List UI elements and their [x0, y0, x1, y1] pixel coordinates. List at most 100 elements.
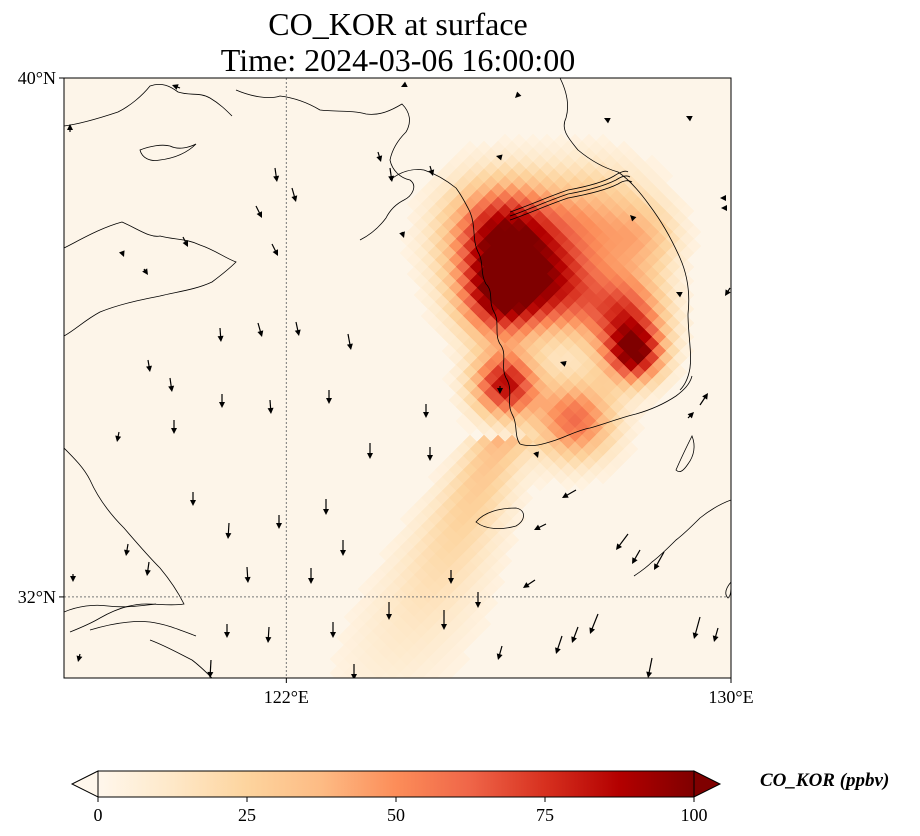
wind-arrow — [294, 321, 301, 336]
border-nk-1 — [509, 170, 629, 213]
wind-arrow — [720, 195, 726, 201]
co-cell — [358, 680, 372, 694]
lon-tick-label: 122°E — [264, 687, 309, 707]
wind-arrow — [351, 664, 357, 678]
colorbar-gradient — [98, 771, 694, 797]
wind-arrow — [428, 165, 435, 176]
colorbar-tick-label: 75 — [536, 805, 554, 825]
wind-arrow — [144, 561, 151, 576]
wind-arrow — [182, 236, 188, 247]
co-concentration-field — [329, 133, 702, 694]
wind-arrow — [376, 151, 383, 162]
colorbar-tick-label: 100 — [681, 805, 708, 825]
co-cell — [399, 665, 415, 678]
wind-arrow — [441, 610, 447, 630]
wind-arrow — [646, 657, 653, 678]
co-cell — [357, 665, 373, 678]
coast-south-korea — [519, 375, 693, 447]
coast-tsushima — [675, 435, 695, 472]
coast-yangtze-2 — [89, 621, 197, 637]
wind-arrow — [323, 499, 329, 515]
colorbar: 0 25 50 75 100 — [70, 770, 722, 825]
coast-hangzhou — [149, 639, 213, 678]
co-cell — [385, 665, 401, 678]
map-panel — [64, 78, 731, 694]
wind-arrow — [616, 533, 629, 550]
wind-arrow — [448, 570, 454, 584]
colorbar-tick-label: 50 — [387, 805, 405, 825]
coast-china-north — [64, 221, 237, 337]
wind-arrow — [217, 327, 224, 342]
wind-arrow — [699, 393, 708, 406]
wind-arrow — [604, 118, 611, 124]
wind-arrow — [399, 231, 405, 238]
gridlines — [64, 78, 731, 678]
map-timestamp: Time: 2024-03-06 16:00:00 — [220, 42, 576, 78]
wind-arrow — [171, 420, 177, 434]
map-axes: 40°N 32°N 122°E 130°E — [18, 68, 754, 707]
co-cell — [595, 469, 611, 485]
colorbar-extend-min — [70, 770, 99, 798]
wind-arrow — [67, 124, 73, 132]
coastlines — [64, 78, 731, 678]
wind-arrow — [725, 287, 731, 296]
lat-tick-label: 40°N — [18, 68, 56, 88]
co-cell — [400, 680, 414, 694]
wind-arrow — [330, 622, 336, 638]
coast-yangtze-1 — [64, 603, 157, 613]
co-cell — [372, 680, 386, 694]
co-cell — [532, 476, 548, 492]
coast-jeju — [475, 507, 524, 530]
wind-arrow — [562, 489, 577, 498]
lon-tick-label: 130°E — [708, 687, 753, 707]
colorbar-tick-label: 0 — [94, 805, 103, 825]
wind-arrow — [244, 566, 251, 583]
coast-liaodong — [64, 84, 233, 127]
colorbar-tick-label: 25 — [238, 805, 256, 825]
co-cell — [344, 680, 358, 694]
wind-arrow — [475, 592, 481, 608]
wind-arrow — [172, 84, 181, 90]
co-cell — [413, 665, 429, 678]
map-frame — [63, 77, 732, 679]
wind-arrow — [308, 568, 314, 584]
wind-arrow — [632, 549, 641, 564]
wind-arrow — [146, 359, 152, 372]
wind-arrow — [589, 613, 599, 634]
co-cell — [560, 476, 576, 492]
wind-arrow — [721, 205, 727, 211]
wind-arrow — [76, 653, 83, 662]
wind-arrow — [692, 616, 701, 639]
wind-arrow — [630, 215, 637, 222]
co-cell — [386, 680, 400, 694]
wind-arrow — [560, 361, 567, 367]
wind-arrow — [124, 543, 130, 556]
wind-arrow — [523, 579, 536, 588]
border-nk-3 — [509, 180, 633, 221]
wind-arrow — [571, 626, 579, 643]
coast-island-1 — [139, 143, 197, 161]
wind-arrow — [533, 451, 539, 458]
co-cell — [371, 665, 387, 678]
wind-arrow — [219, 394, 225, 408]
wind-arrow — [265, 626, 272, 643]
colorbar-extend-max — [693, 770, 722, 798]
wind-arrow — [207, 659, 214, 678]
wind-arrow — [118, 250, 125, 257]
wind-arrow — [427, 447, 433, 461]
wind-arrow — [555, 635, 563, 654]
wind-arrow — [271, 243, 278, 256]
wind-arrow — [388, 167, 395, 182]
coast-kyushu — [633, 499, 731, 577]
wind-arrow — [686, 116, 693, 122]
wind-arrow — [326, 390, 332, 404]
wind-arrow — [257, 322, 264, 337]
wind-arrow — [340, 540, 346, 556]
colorbar-ticks: 0 25 50 75 100 — [94, 797, 708, 825]
wind-arrow — [115, 431, 122, 442]
coast-china-east — [64, 447, 185, 633]
wind-arrow — [224, 624, 230, 638]
coast-bohai — [235, 89, 415, 241]
coast-east-korea — [559, 78, 691, 391]
co-cell — [441, 665, 457, 678]
